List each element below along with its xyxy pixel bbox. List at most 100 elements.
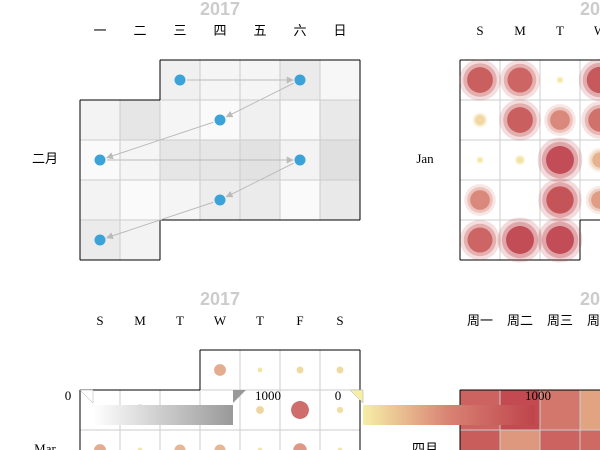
scatter-point [587,147,600,173]
point-core [336,366,344,374]
day-label: W [594,23,600,38]
scatter-point [578,58,600,102]
day-label: 日 [333,23,346,38]
scatter-point [257,447,263,450]
graph-node [294,74,306,86]
day-cell [239,429,281,450]
month-label: Mar [34,441,56,450]
point-core [214,364,226,376]
point-core [337,447,343,450]
heat-cell [319,179,361,221]
heat-cell [319,139,361,181]
day-cell [79,429,121,450]
scatter-point [544,104,576,136]
day-label: M [134,313,146,328]
day-label: 六 [293,23,306,38]
day-cell [159,429,201,450]
day-cell [199,429,241,450]
day-label: S [96,313,103,328]
day-label: 周一 [467,313,493,328]
graph-node [94,234,106,246]
legend-min: 0 [65,388,72,403]
scatter-point [499,59,541,101]
day-label: T [556,23,564,38]
point-core [467,227,493,253]
day-label: 周二 [507,313,533,328]
point-core [293,443,307,450]
heat-cell [319,59,361,101]
day-label: F [296,313,303,328]
legend-max: 1000 [525,388,551,403]
heat-cell [499,429,541,450]
calendar-title: 2017 [200,289,240,309]
legend-handle[interactable] [79,389,94,404]
calendar-title: 2017 [200,0,240,19]
scatter-point [174,444,186,450]
point-core [470,190,490,210]
day-label: M [514,23,526,38]
legend-bar [93,405,233,425]
day-cell [319,429,361,450]
point-core [507,107,533,133]
heat-cell [119,99,161,141]
day-label: S [336,313,343,328]
scatter-point [214,444,226,450]
point-core [546,226,574,254]
legend-handle[interactable] [233,390,246,403]
heat-cell [459,429,501,450]
point-core [507,67,533,93]
graph-link [225,82,294,118]
scatter-point [556,76,564,84]
scatter-point [476,156,484,164]
heat-cell [279,179,321,221]
scatter-point [472,112,488,128]
point-core [516,156,524,164]
day-label: 一 [93,23,106,38]
scatter-point [581,101,600,139]
day-cell [579,139,600,181]
point-core [592,152,600,168]
month-label: Jan [416,151,434,166]
scatter-point [585,185,600,215]
calendar-title: 2017 [580,289,600,309]
point-core [257,447,263,450]
graph-link [105,201,214,240]
heat-cell [579,429,600,450]
scatter-point [291,401,309,419]
point-core [214,444,226,450]
day-label: T [256,313,264,328]
point-core [467,67,493,93]
point-core [336,406,344,414]
day-label: W [214,313,227,328]
day-cell [279,429,321,450]
day-label: S [476,23,483,38]
scatter-point [336,406,344,414]
scatter-point [94,444,106,450]
point-core [291,401,309,419]
heat-cell [539,429,581,450]
month-label: 四月 [412,441,438,450]
graph-link [105,121,214,160]
legend-bar [363,405,535,425]
day-cell [579,179,600,221]
point-core [586,66,600,94]
legend-handle[interactable] [349,389,364,404]
scatter-point [459,59,501,101]
point-core [257,367,263,373]
scatter-point [464,184,496,216]
point-core [550,110,570,130]
calendar-title: 2017 [580,0,600,19]
point-core [557,77,563,83]
heat-cell [119,219,161,261]
graph-node [214,194,226,206]
point-core [137,447,143,450]
heat-cell [239,179,281,221]
point-core [506,226,534,254]
scatter-point [214,364,226,376]
heat-cell [119,179,161,221]
graph-link [225,162,294,198]
scatter-point [537,137,583,183]
scatter-point [537,217,583,263]
day-cell [119,429,161,450]
